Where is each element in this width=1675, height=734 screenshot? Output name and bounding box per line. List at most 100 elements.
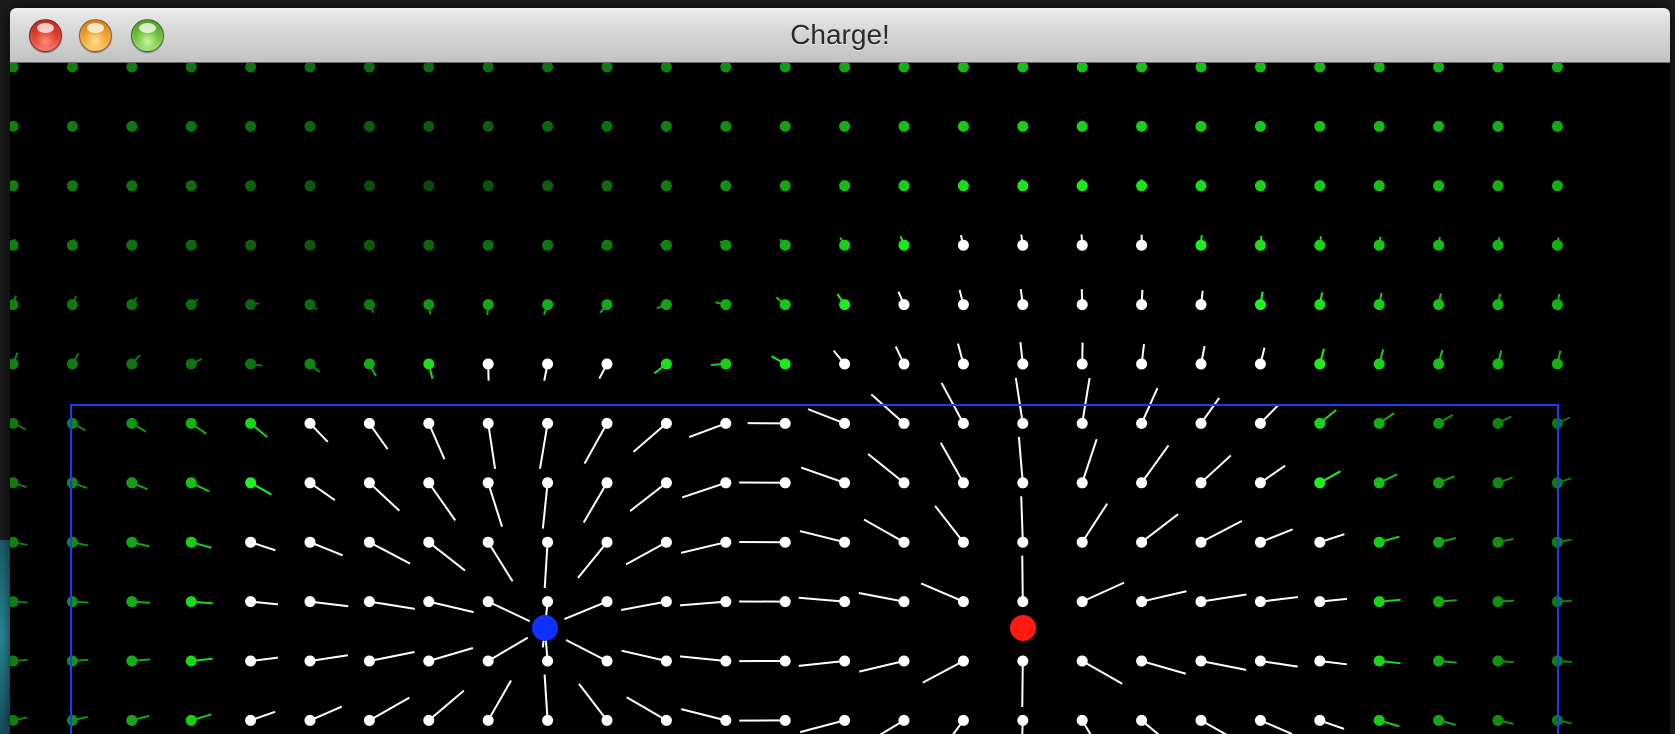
field-vector-line bbox=[1017, 436, 1024, 483]
field-vector-point bbox=[1373, 358, 1385, 370]
zoom-button[interactable] bbox=[131, 19, 164, 52]
field-vector-point bbox=[898, 180, 910, 192]
field-vector-point bbox=[957, 477, 969, 489]
field-vector-point bbox=[10, 536, 19, 548]
field-vector-point bbox=[363, 63, 375, 73]
field-vector-point bbox=[1076, 239, 1088, 251]
field-vector-line bbox=[578, 683, 608, 722]
field-vector-point bbox=[1492, 180, 1504, 192]
field-vector-line bbox=[1081, 719, 1092, 734]
field-vector-line bbox=[428, 647, 474, 662]
field-vector-point bbox=[542, 714, 554, 726]
field-vector-point bbox=[1254, 239, 1266, 251]
field-vector-line bbox=[369, 600, 415, 610]
field-vector-point bbox=[10, 180, 19, 192]
field-vector-line bbox=[368, 482, 401, 512]
field-vector-point bbox=[482, 239, 494, 251]
field-vector-point bbox=[779, 180, 791, 192]
field-vector-point bbox=[1195, 63, 1207, 73]
field-vector-point bbox=[1017, 536, 1029, 548]
field-vector-line bbox=[577, 541, 608, 579]
field-vector-point bbox=[720, 596, 732, 608]
field-vector-point bbox=[1314, 417, 1326, 429]
field-vector-point bbox=[1492, 477, 1504, 489]
negative-charge[interactable] bbox=[532, 615, 558, 641]
field-vector-point bbox=[957, 596, 969, 608]
field-vector-point bbox=[1017, 180, 1029, 192]
field-vector-point bbox=[185, 63, 197, 73]
field-vector-line bbox=[1200, 593, 1247, 603]
field-vector-point bbox=[1017, 714, 1029, 726]
field-vector-point bbox=[1195, 417, 1207, 429]
field-vector-point bbox=[542, 417, 554, 429]
field-vector-point bbox=[720, 655, 732, 667]
field-vector-point bbox=[423, 120, 435, 132]
field-vector-point bbox=[66, 477, 78, 489]
field-vector-point bbox=[66, 655, 78, 667]
field-vector-point bbox=[245, 417, 257, 429]
field-vector-point bbox=[839, 358, 851, 370]
field-vector-point bbox=[720, 239, 732, 251]
field-vector-point bbox=[898, 714, 910, 726]
field-vector-point bbox=[1433, 477, 1445, 489]
positive-charge[interactable] bbox=[1010, 615, 1036, 641]
field-canvas[interactable] bbox=[10, 63, 1670, 734]
field-vector-line bbox=[688, 422, 727, 439]
field-vector-point bbox=[363, 536, 375, 548]
field-vector-point bbox=[1136, 239, 1148, 251]
field-vector-point bbox=[601, 714, 613, 726]
field-vector-point bbox=[1373, 655, 1385, 667]
field-vector-point bbox=[126, 417, 138, 429]
field-vector-point bbox=[1433, 358, 1445, 370]
field-vector-point bbox=[1433, 714, 1445, 726]
field-vector-point bbox=[1017, 655, 1029, 667]
field-vector-point bbox=[185, 655, 197, 667]
field-vector-point bbox=[66, 417, 78, 429]
field-vector-point bbox=[363, 596, 375, 608]
field-vector-point bbox=[1314, 180, 1326, 192]
minimize-button[interactable] bbox=[79, 19, 112, 52]
field-vector-point bbox=[304, 358, 316, 370]
field-vector-line bbox=[1014, 377, 1024, 424]
field-vector-point bbox=[245, 596, 257, 608]
field-vector-line bbox=[1081, 660, 1123, 685]
field-vector-point bbox=[957, 63, 969, 73]
field-vector-line bbox=[1140, 444, 1170, 484]
field-vector-point bbox=[1076, 299, 1088, 311]
field-vector-point bbox=[10, 655, 19, 667]
title-bar[interactable]: Charge! bbox=[10, 8, 1670, 63]
field-vector-point bbox=[185, 714, 197, 726]
field-vector-line bbox=[1140, 513, 1179, 543]
field-vector-point bbox=[542, 477, 554, 489]
field-vector-point bbox=[660, 417, 672, 429]
field-vector-point bbox=[423, 477, 435, 489]
field-vector-point bbox=[660, 180, 672, 192]
app-window: Charge! bbox=[10, 8, 1670, 734]
close-button[interactable] bbox=[29, 19, 62, 52]
field-vector-point bbox=[601, 417, 613, 429]
field-vector-line bbox=[867, 453, 905, 484]
field-vector-point bbox=[1136, 596, 1148, 608]
field-vector-point bbox=[660, 299, 672, 311]
field-vector-point bbox=[898, 655, 910, 667]
field-vector-point bbox=[1076, 358, 1088, 370]
field-canvas-area[interactable] bbox=[10, 63, 1670, 734]
field-vector-point bbox=[10, 417, 19, 429]
desktop-background bbox=[0, 540, 10, 734]
field-vector-point bbox=[542, 120, 554, 132]
field-vector-line bbox=[798, 596, 845, 603]
field-vector-line bbox=[800, 466, 845, 484]
field-vector-point bbox=[1017, 596, 1029, 608]
field-vector-point bbox=[1373, 239, 1385, 251]
canvas-background bbox=[10, 63, 1670, 734]
field-vector-point bbox=[601, 63, 613, 73]
field-vector-line bbox=[1021, 555, 1024, 602]
field-vector-point bbox=[1373, 299, 1385, 311]
field-vector-point bbox=[898, 239, 910, 251]
field-vector-line bbox=[1020, 496, 1024, 543]
field-vector-point bbox=[720, 299, 732, 311]
field-vector-point bbox=[304, 477, 316, 489]
field-vector-point bbox=[1136, 299, 1148, 311]
field-vector-point bbox=[957, 120, 969, 132]
field-vector-point bbox=[1076, 180, 1088, 192]
